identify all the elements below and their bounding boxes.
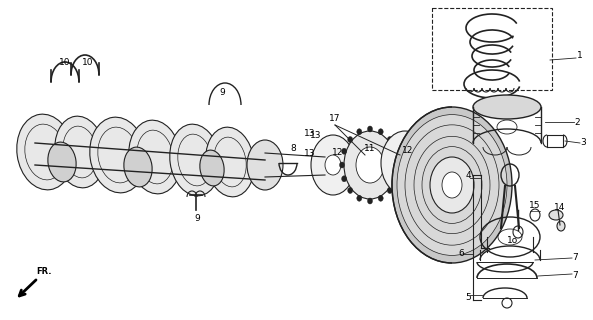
Text: 6: 6	[458, 250, 464, 259]
Text: 13: 13	[310, 131, 322, 140]
Ellipse shape	[357, 195, 362, 201]
Text: 9: 9	[194, 213, 200, 222]
Text: FR.: FR.	[36, 268, 52, 276]
Ellipse shape	[396, 162, 400, 168]
Ellipse shape	[381, 131, 429, 195]
Text: 7: 7	[572, 253, 578, 262]
Ellipse shape	[90, 117, 146, 193]
Ellipse shape	[368, 126, 372, 132]
Ellipse shape	[368, 198, 372, 204]
Ellipse shape	[393, 176, 398, 182]
Text: 3: 3	[580, 138, 586, 147]
Text: 1: 1	[577, 51, 583, 60]
Ellipse shape	[347, 137, 353, 142]
Text: 15: 15	[529, 201, 541, 210]
Text: 9: 9	[219, 87, 225, 97]
Ellipse shape	[340, 162, 345, 168]
Bar	[432, 8, 552, 90]
Text: 2: 2	[574, 117, 580, 126]
Text: 13: 13	[304, 129, 315, 138]
Ellipse shape	[124, 147, 152, 187]
Ellipse shape	[325, 155, 341, 175]
Ellipse shape	[206, 127, 254, 197]
Text: 4: 4	[465, 171, 471, 180]
Text: 14: 14	[554, 203, 566, 212]
Text: 8: 8	[290, 143, 296, 153]
Ellipse shape	[55, 116, 106, 188]
Ellipse shape	[405, 125, 499, 245]
Ellipse shape	[378, 195, 383, 201]
Ellipse shape	[247, 140, 283, 190]
Ellipse shape	[311, 135, 355, 195]
Ellipse shape	[396, 151, 414, 175]
Text: 12: 12	[332, 148, 344, 156]
Ellipse shape	[356, 147, 384, 183]
Ellipse shape	[392, 107, 512, 263]
Ellipse shape	[17, 114, 73, 190]
Ellipse shape	[48, 142, 76, 182]
Ellipse shape	[347, 188, 353, 194]
Text: 1o: 1o	[508, 236, 519, 244]
Ellipse shape	[430, 157, 474, 213]
Ellipse shape	[387, 137, 393, 142]
Ellipse shape	[378, 129, 383, 135]
Ellipse shape	[397, 115, 507, 255]
Text: 7: 7	[572, 270, 578, 279]
Ellipse shape	[170, 124, 220, 196]
Ellipse shape	[342, 176, 347, 182]
Ellipse shape	[357, 129, 362, 135]
Ellipse shape	[549, 210, 563, 220]
Ellipse shape	[200, 150, 224, 186]
Text: 12: 12	[402, 146, 414, 155]
Ellipse shape	[442, 172, 462, 198]
Ellipse shape	[473, 95, 541, 119]
Ellipse shape	[422, 147, 482, 223]
Ellipse shape	[414, 136, 490, 234]
Ellipse shape	[393, 148, 398, 154]
Ellipse shape	[342, 148, 347, 154]
Ellipse shape	[387, 188, 393, 194]
Ellipse shape	[344, 131, 396, 199]
Text: 13: 13	[304, 148, 315, 157]
Ellipse shape	[129, 120, 181, 194]
Text: 5: 5	[465, 292, 471, 301]
Text: 17: 17	[329, 114, 341, 123]
Text: 10: 10	[59, 58, 71, 67]
Text: 11: 11	[364, 143, 376, 153]
Ellipse shape	[557, 221, 565, 231]
Text: 10: 10	[82, 58, 94, 67]
